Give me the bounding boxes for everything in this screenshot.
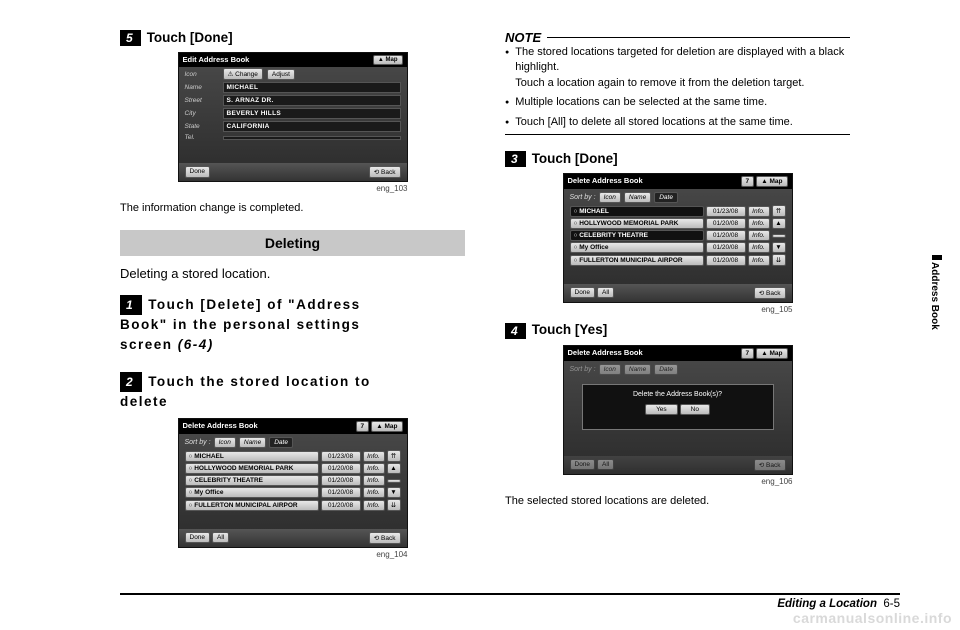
deleting-heading: Deleting bbox=[120, 230, 465, 256]
done-button[interactable]: Done bbox=[570, 287, 596, 298]
state-field[interactable]: CALIFORNIA bbox=[223, 121, 401, 132]
yes-button[interactable]: Yes bbox=[645, 404, 678, 415]
change-button[interactable]: ⚠ Change bbox=[223, 68, 263, 80]
adjust-button[interactable]: Adjust bbox=[267, 69, 295, 80]
caption-106: eng_106 bbox=[563, 477, 793, 486]
note-list: The stored locations targeted for deleti… bbox=[505, 45, 850, 130]
footer-title: Editing a Location bbox=[777, 598, 877, 610]
step-1-ref: (6-4) bbox=[173, 337, 214, 352]
watermark: carmanualsonline.info bbox=[793, 610, 952, 626]
back-button[interactable]: ⟲ Back bbox=[754, 287, 786, 299]
name-field[interactable]: MICHAEL bbox=[223, 82, 401, 93]
step-badge-2: 2 bbox=[120, 372, 142, 392]
page-footer: Editing a Location 6-5 bbox=[120, 593, 900, 610]
step-badge-1: 1 bbox=[120, 295, 142, 315]
edit-address-screen: Edit Address Book ▲ Map Icon ⚠ Change Ad… bbox=[178, 52, 408, 182]
sort-name[interactable]: Name bbox=[239, 437, 266, 448]
step-badge-5: 5 bbox=[120, 30, 141, 46]
map-button[interactable]: ▲ Map bbox=[371, 421, 402, 432]
step-3: 3Touch [Done] bbox=[505, 151, 850, 167]
step-5-text: Touch [Done] bbox=[147, 30, 233, 45]
note-heading: NOTE bbox=[505, 30, 850, 45]
caption-105: eng_105 bbox=[563, 305, 793, 314]
step-1: 1Touch [Delete] of "Address Book" in the… bbox=[120, 295, 465, 356]
tel-field[interactable] bbox=[223, 136, 401, 140]
back-button[interactable]: ⟲ Back bbox=[369, 166, 401, 178]
step-badge-4: 4 bbox=[505, 323, 526, 339]
map-button[interactable]: ▲ Map bbox=[373, 55, 403, 65]
sort-date[interactable]: Date bbox=[269, 437, 293, 448]
caption-103: eng_103 bbox=[178, 184, 408, 193]
sort-icon[interactable]: Icon bbox=[599, 192, 621, 203]
deleted-confirm-text: The selected stored locations are delete… bbox=[505, 494, 850, 508]
done-button[interactable]: Done bbox=[185, 532, 211, 543]
sort-date[interactable]: Date bbox=[654, 192, 678, 203]
confirm-dialog-screen: Delete Address Book 7 ▲ Map Sort by : Ic… bbox=[563, 345, 793, 475]
side-label: Address Book bbox=[929, 262, 940, 330]
right-column: NOTE The stored locations targeted for d… bbox=[505, 30, 850, 567]
delete-list-highlighted-screen: Delete Address Book 7 ▲ Map Sort by : Ic… bbox=[563, 173, 793, 303]
info-completed: The information change is completed. bbox=[120, 201, 465, 215]
map-button[interactable]: ▲ Map bbox=[756, 348, 787, 359]
back-button[interactable]: ⟲ Back bbox=[369, 532, 401, 544]
step-5: 5 Touch [Done] bbox=[120, 30, 465, 46]
all-button[interactable]: All bbox=[597, 287, 614, 298]
city-field[interactable]: BEVERLY HILLS bbox=[223, 108, 401, 119]
confirm-dialog: Delete the Address Book(s)? Yes No bbox=[582, 384, 774, 430]
street-field[interactable]: S. ARNAZ DR. bbox=[223, 95, 401, 106]
all-button[interactable]: All bbox=[212, 532, 229, 543]
map-button[interactable]: ▲ Map bbox=[756, 176, 787, 187]
sort-name[interactable]: Name bbox=[624, 192, 651, 203]
left-column: 5 Touch [Done] Edit Address Book ▲ Map Ic… bbox=[120, 30, 465, 567]
deleting-lead: Deleting a stored location. bbox=[120, 266, 465, 281]
sort-icon[interactable]: Icon bbox=[214, 437, 236, 448]
screen-title: Edit Address Book bbox=[183, 55, 250, 65]
dialog-message: Delete the Address Book(s)? bbox=[583, 391, 773, 398]
step-4: 4Touch [Yes] bbox=[505, 322, 850, 338]
step-2: 2Touch the stored location to delete bbox=[120, 372, 465, 413]
side-tab-marker bbox=[932, 255, 942, 260]
caption-104: eng_104 bbox=[178, 550, 408, 559]
done-button[interactable]: Done bbox=[185, 166, 211, 178]
delete-list-screen: Delete Address Book 7 ▲ Map Sort by : Ic… bbox=[178, 418, 408, 548]
no-button[interactable]: No bbox=[680, 404, 710, 415]
step-badge-3: 3 bbox=[505, 151, 526, 167]
